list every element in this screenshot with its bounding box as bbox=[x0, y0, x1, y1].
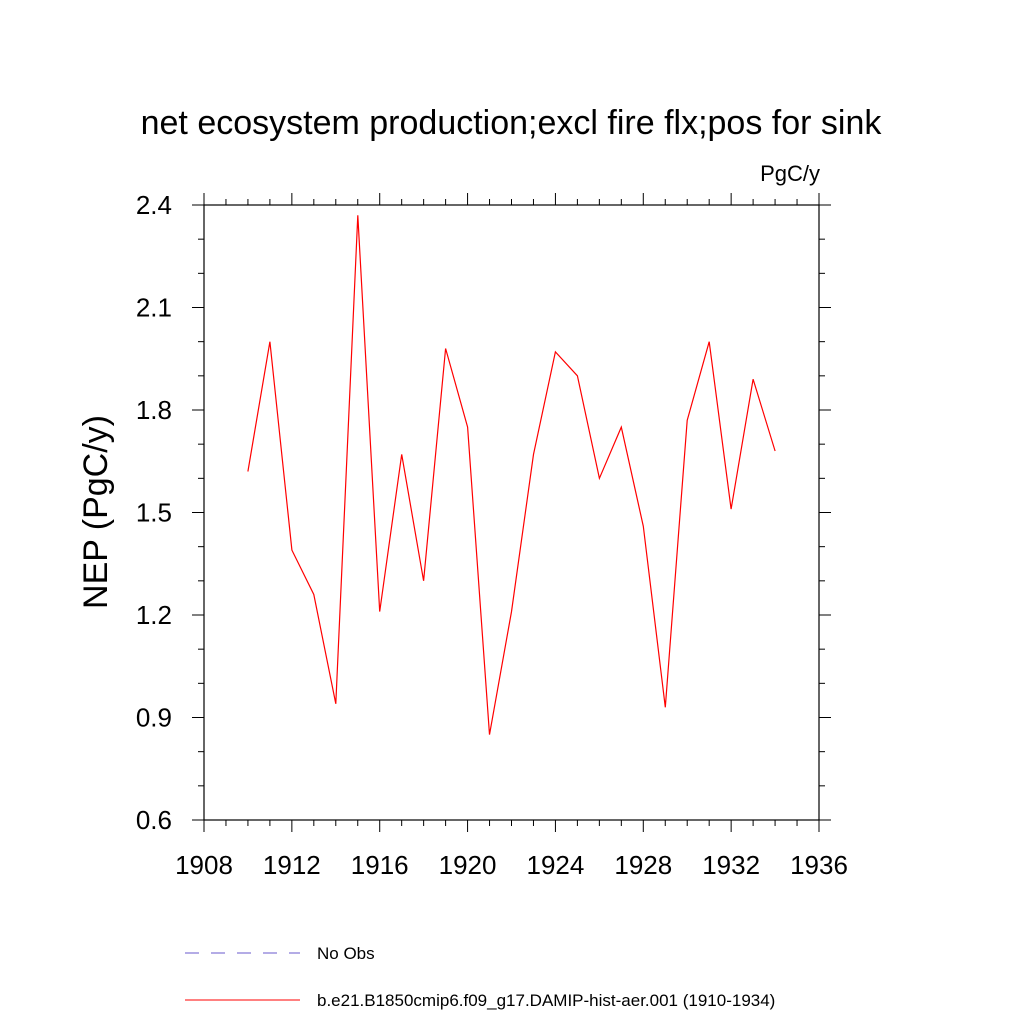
y-tick-label: 1.2 bbox=[136, 600, 172, 630]
series-line bbox=[247, 215, 776, 735]
y-tick-label: 0.6 bbox=[136, 805, 172, 835]
x-tick-label: 1908 bbox=[175, 850, 233, 880]
y-tick-label: 1.5 bbox=[136, 498, 172, 528]
axis-ticks bbox=[192, 193, 831, 832]
chart-title: net ecosystem production;excl fire flx;p… bbox=[141, 104, 883, 142]
x-tick-label: 1920 bbox=[439, 850, 497, 880]
y-axis-label: NEP (PgC/y) bbox=[77, 415, 115, 609]
y-tick-label: 2.4 bbox=[136, 190, 172, 220]
x-tick-label: 1928 bbox=[614, 850, 672, 880]
y-tick-labels: 0.6 0.9 1.2 1.5 1.8 2.1 2.4 bbox=[136, 190, 172, 835]
legend-label: No Obs bbox=[317, 944, 375, 963]
x-tick-label: 1932 bbox=[702, 850, 760, 880]
x-tick-label: 1924 bbox=[527, 850, 585, 880]
x-tick-label: 1916 bbox=[351, 850, 409, 880]
plot-series bbox=[247, 215, 776, 735]
x-tick-label: 1912 bbox=[263, 850, 321, 880]
y-tick-label: 2.1 bbox=[136, 293, 172, 323]
units-label: PgC/y bbox=[760, 161, 820, 186]
x-tick-labels: 1908 1912 1916 1920 1924 1928 1932 1936 bbox=[175, 850, 848, 880]
legend: No Obs b.e21.B1850cmip6.f09_g17.DAMIP-his… bbox=[185, 944, 775, 1010]
legend-label: b.e21.B1850cmip6.f09_g17.DAMIP-hist-aer.… bbox=[317, 991, 775, 1010]
y-tick-label: 0.9 bbox=[136, 703, 172, 733]
x-tick-label: 1936 bbox=[790, 850, 848, 880]
y-tick-label: 1.8 bbox=[136, 395, 172, 425]
plot-frame bbox=[203, 204, 820, 821]
